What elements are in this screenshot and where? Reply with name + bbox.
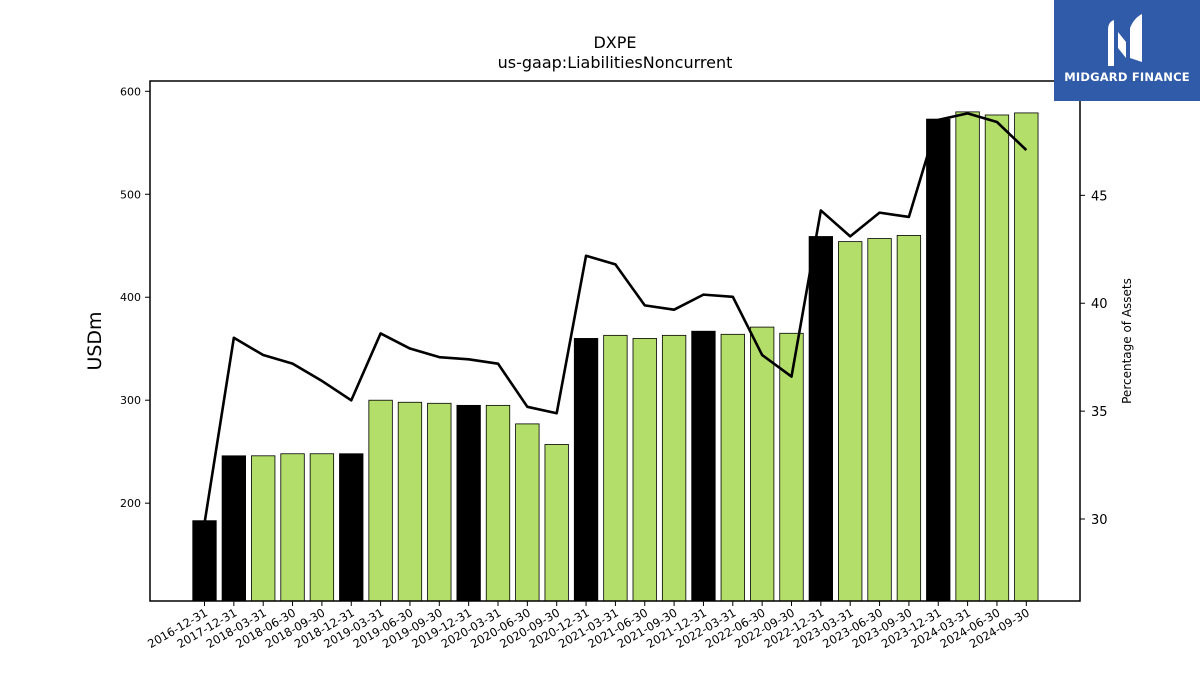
bar-2016-12-31 bbox=[192, 520, 217, 602]
bar-series bbox=[192, 111, 1039, 602]
chart-title: DXPE bbox=[593, 33, 636, 52]
bar-2023-12-31 bbox=[926, 118, 951, 602]
y2-tick-label: 30 bbox=[1091, 513, 1108, 528]
y2-tick-label: 40 bbox=[1091, 297, 1108, 312]
y-tick-label: 500 bbox=[120, 188, 141, 201]
bar-2023-06-30 bbox=[867, 238, 892, 602]
bar-2018-12-31 bbox=[339, 453, 364, 602]
logo-text: MIDGARD FINANCE bbox=[1064, 70, 1190, 84]
bar-2024-09-30 bbox=[1014, 112, 1039, 602]
left-y-axis: 200 300 400 500 600 bbox=[120, 85, 150, 510]
right-y-axis: 30 35 40 45 bbox=[1080, 189, 1108, 528]
bar-2022-12-31 bbox=[808, 236, 833, 602]
bar-2020-06-30 bbox=[515, 423, 540, 602]
bar-2019-06-30 bbox=[397, 401, 423, 602]
percent-line bbox=[203, 112, 1028, 524]
bar-2023-03-31 bbox=[838, 241, 863, 602]
bar-2023-09-30 bbox=[896, 235, 922, 602]
bar-2021-06-30 bbox=[632, 338, 657, 602]
bar-2018-09-30 bbox=[309, 453, 335, 602]
bar-2017-12-31 bbox=[221, 455, 247, 602]
bar-2019-12-31 bbox=[456, 404, 481, 602]
y2-tick-label: 35 bbox=[1091, 405, 1108, 420]
y-tick-label: 400 bbox=[120, 291, 141, 304]
bar-2020-12-31 bbox=[573, 338, 599, 602]
bar-2020-03-31 bbox=[485, 404, 511, 602]
bar-2024-06-30 bbox=[984, 114, 1010, 602]
chart-subtitle: us-gaap:LiabilitiesNoncurrent bbox=[498, 53, 733, 72]
bar-2022-03-31 bbox=[720, 333, 745, 602]
midgard-logo-icon bbox=[1108, 14, 1142, 66]
bar-2020-09-30 bbox=[544, 444, 569, 602]
bar-2018-03-31 bbox=[251, 455, 276, 602]
y-tick-label: 300 bbox=[120, 394, 141, 407]
bar-2024-03-31 bbox=[955, 111, 980, 602]
y2-axis-label: Percentage of Assets bbox=[1120, 278, 1134, 404]
y2-tick-label: 45 bbox=[1091, 189, 1108, 204]
percent-line-series bbox=[203, 112, 1028, 524]
y-tick-label: 600 bbox=[120, 85, 141, 98]
midgard-finance-logo: MIDGARD FINANCE bbox=[1054, 0, 1200, 101]
y-axis-label: USDm bbox=[84, 311, 106, 370]
bar-2018-06-30 bbox=[280, 453, 305, 602]
bar-2021-03-31 bbox=[603, 334, 628, 602]
bar-2021-12-31 bbox=[691, 330, 716, 602]
bar-2021-09-30 bbox=[661, 334, 687, 602]
y-tick-label: 200 bbox=[120, 497, 141, 510]
bar-2022-06-30 bbox=[750, 326, 775, 602]
x-axis: 2016-12-312017-12-312018-03-312018-06-30… bbox=[145, 601, 1032, 651]
bar-2019-03-31 bbox=[368, 399, 393, 602]
bar-2019-09-30 bbox=[427, 402, 452, 602]
